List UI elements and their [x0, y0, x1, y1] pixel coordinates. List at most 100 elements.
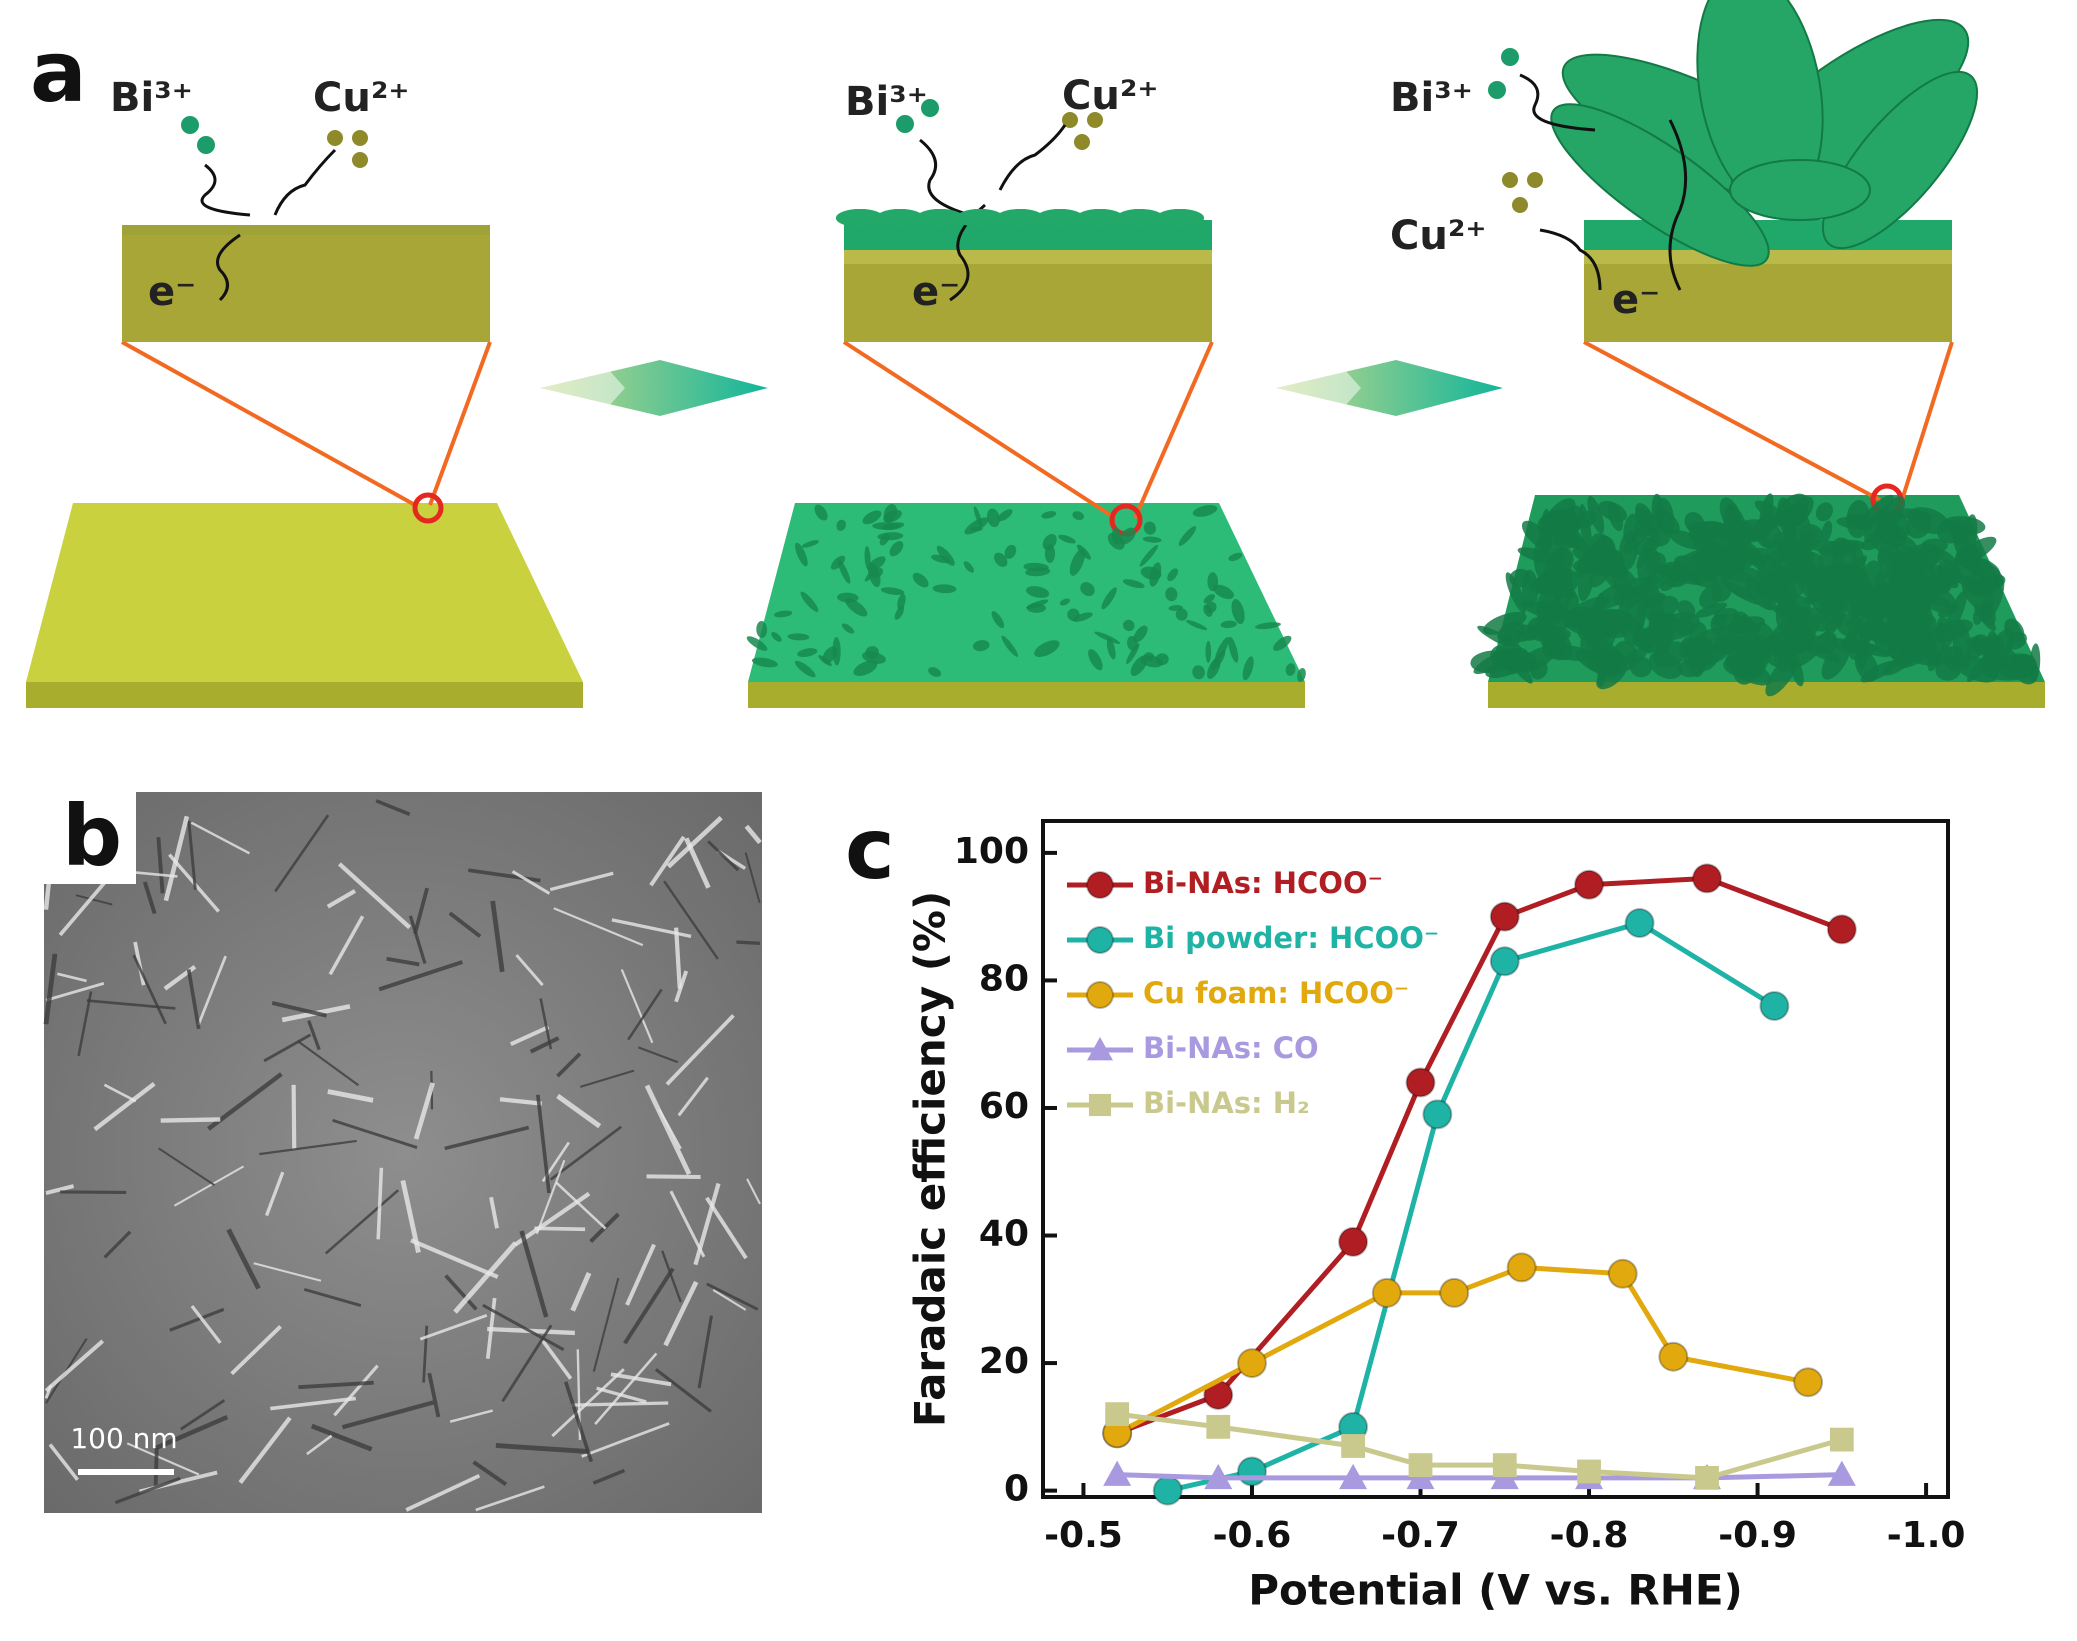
ion [1074, 134, 1090, 150]
ridge [581, 1422, 670, 1458]
flake [894, 605, 905, 620]
flake [996, 209, 1044, 227]
stage-1 [26, 225, 583, 708]
ridge [706, 1282, 759, 1311]
ion [1527, 172, 1543, 188]
flake [993, 552, 1008, 567]
zoom-circle [412, 492, 444, 524]
flake [794, 660, 816, 678]
interface [844, 250, 1212, 264]
ridge [103, 1230, 132, 1259]
surface [122, 225, 490, 235]
marker [1405, 1067, 1436, 1098]
ridge [540, 1339, 573, 1380]
flake [1569, 595, 1611, 618]
flake [972, 640, 990, 652]
flake [1214, 637, 1230, 662]
ridge [44, 1384, 53, 1399]
flake [1688, 650, 1705, 677]
ridge [579, 1069, 635, 1088]
flake [865, 646, 879, 659]
ridge [413, 1082, 435, 1140]
ridge [594, 1352, 658, 1425]
flake [997, 509, 1013, 522]
flake [912, 572, 929, 588]
ridge [627, 988, 663, 1041]
electron-label: e⁻ [912, 269, 960, 315]
flake [746, 636, 768, 651]
ridge [519, 1230, 549, 1318]
flake [1634, 518, 1655, 538]
ridge [529, 1036, 560, 1054]
flake [836, 519, 846, 531]
flake [1607, 503, 1624, 532]
ridge [190, 821, 251, 855]
marker [1408, 1453, 1433, 1478]
flake [1026, 599, 1049, 609]
ridge [620, 968, 654, 1044]
ridge [163, 815, 190, 902]
flake [1731, 611, 1759, 655]
ridge [155, 1414, 229, 1450]
flake [991, 611, 1005, 629]
marker [1204, 1463, 1233, 1490]
ridge [592, 1468, 626, 1485]
flake [1901, 600, 1927, 642]
flake [787, 633, 810, 641]
ridge [511, 870, 551, 895]
zoom-line [842, 340, 1117, 520]
y-tick-label: 20 [979, 1341, 1029, 1382]
stage-2 [748, 220, 1305, 708]
flake [1595, 552, 1622, 591]
marker [1574, 869, 1605, 900]
flake [1192, 665, 1205, 680]
zoom-line [1133, 341, 1214, 519]
flake [1119, 527, 1136, 545]
ridge [475, 1485, 545, 1512]
ridge [324, 1189, 400, 1255]
ridge [386, 956, 420, 967]
ion-label: Bi³⁺ [845, 79, 928, 125]
ridge [449, 1409, 493, 1423]
ridge [307, 1020, 321, 1051]
ridge [169, 1307, 225, 1332]
flake [774, 610, 793, 618]
ridge [746, 1178, 761, 1205]
x-tick-label: -0.9 [1718, 1515, 1797, 1556]
flake [1726, 653, 1753, 679]
flake [1882, 509, 1910, 541]
ridge [226, 1228, 261, 1290]
flake [1149, 562, 1162, 587]
flake [1165, 587, 1178, 602]
flake [797, 648, 818, 657]
ridge [375, 799, 411, 816]
ridge [553, 907, 644, 947]
marker [1827, 1460, 1856, 1486]
ridge [489, 1196, 499, 1229]
marker [1206, 1414, 1231, 1439]
substrate-side [748, 682, 1305, 708]
marker [1826, 914, 1857, 945]
ridge [341, 1400, 434, 1430]
ridge [564, 1381, 594, 1463]
arrow-notch [540, 360, 625, 416]
ridge [45, 982, 105, 1002]
ridge [413, 887, 429, 934]
ion [921, 99, 939, 117]
ion [197, 136, 215, 154]
flake [1036, 209, 1084, 227]
flake [932, 584, 957, 594]
marker [1105, 1402, 1130, 1426]
flake [1653, 612, 1700, 641]
flake [1155, 653, 1169, 666]
flake [818, 655, 832, 666]
substrate-side [26, 682, 583, 708]
ion-path [919, 138, 991, 222]
flake [963, 561, 974, 573]
ridge [490, 900, 505, 973]
ridge [310, 1423, 373, 1452]
ridge [536, 1094, 551, 1194]
ridge [405, 1473, 481, 1512]
ridge [132, 954, 167, 1025]
ridge [306, 1434, 333, 1456]
